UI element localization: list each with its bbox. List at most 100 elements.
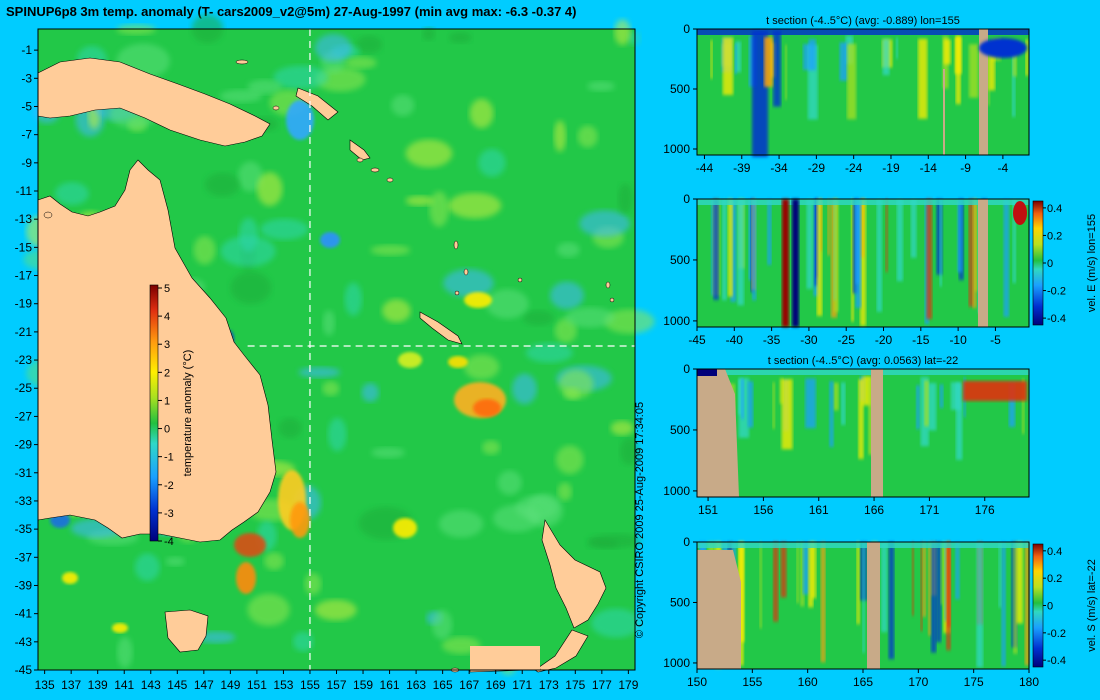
section-feature <box>1001 542 1006 667</box>
section-colorbar-tick-label: 0.4 <box>1047 546 1062 558</box>
section-feature <box>730 199 737 302</box>
map-eddy <box>62 572 78 584</box>
map-colorbar-ticks: 5 4 3 2 1 0 -1 -2 -3 -4 <box>158 283 174 548</box>
map-anomaly-blob <box>553 120 567 152</box>
map-eddy <box>320 232 340 248</box>
section-y-tick-label: 500 <box>670 82 690 96</box>
section-colorbar-tick-label: 0.4 <box>1047 203 1062 215</box>
section-x-tick-label: -34 <box>770 161 788 175</box>
section-feature <box>840 382 846 425</box>
section-feature <box>862 376 872 406</box>
map-lat-tick-label: -35 <box>15 522 33 536</box>
section-feature <box>738 542 745 643</box>
section-y-tick-label: 0 <box>683 535 690 549</box>
section-x-tick-label: 175 <box>964 675 984 689</box>
section-feature <box>926 199 933 320</box>
section-feature <box>968 44 979 98</box>
map-anomaly-blob <box>522 310 555 326</box>
section-colorbar-tick-label: -0.2 <box>1047 628 1066 640</box>
section-feature <box>955 35 961 105</box>
section-y-tick-label: 0 <box>683 22 690 36</box>
map-anomaly-blob <box>482 440 501 455</box>
section-colorbar-label: vel. E (m/s) lon=155 <box>1086 214 1098 312</box>
section-x-tick-label: 160 <box>798 675 818 689</box>
section-frame <box>696 368 1030 498</box>
map-anomaly-blob <box>117 636 133 668</box>
map-anomaly-blob <box>193 235 216 265</box>
section-feature <box>944 542 947 622</box>
map-lat-tick-label: -21 <box>15 325 33 339</box>
section-feature <box>773 542 779 622</box>
map-lat-tick-label: -23 <box>15 353 33 367</box>
map-anomaly-blob <box>497 470 522 495</box>
map-anomaly-blob <box>116 24 156 35</box>
section-jet-east <box>782 199 789 327</box>
section-feature <box>808 39 817 71</box>
section-feature <box>988 42 991 106</box>
section-warm-core <box>963 381 1027 401</box>
section-x-tick-label: -29 <box>808 161 826 175</box>
section-jet-west <box>792 199 799 327</box>
map-eddy <box>112 623 128 633</box>
map-anomaly-blob <box>304 572 322 595</box>
island <box>370 167 380 173</box>
section-x-tick-label: -45 <box>688 333 706 347</box>
section-feature <box>998 542 1002 608</box>
section-feature <box>876 199 882 312</box>
section-y-tick-label: 500 <box>670 423 690 437</box>
section-feature <box>940 542 943 605</box>
section-x-tick-label: -4 <box>998 161 1009 175</box>
section-warm-band <box>764 37 773 87</box>
map-anomaly-blob <box>54 182 89 206</box>
land-new-britain <box>295 87 339 121</box>
section-feature <box>839 42 849 81</box>
section-feature <box>827 199 831 256</box>
section-feature <box>806 199 813 289</box>
map-lat-tick-label: -45 <box>15 663 33 677</box>
map-anomaly-blob <box>432 610 453 640</box>
section-feature <box>846 43 857 120</box>
section-x-tick-label: 161 <box>809 503 829 517</box>
land-new-guinea <box>37 57 271 147</box>
section-y-tick-label: 1000 <box>663 484 690 498</box>
section-land <box>697 550 741 669</box>
map-anomaly-blob <box>579 210 631 237</box>
section-feature <box>922 542 926 617</box>
map-anomaly-blob <box>314 599 357 621</box>
section-colorbar-label: vel. S (m/s) lat=-22 <box>1086 559 1098 652</box>
section-feature <box>713 199 719 300</box>
map-anomaly-blob <box>469 98 494 129</box>
section-feature <box>943 39 951 65</box>
section-feature <box>927 383 937 431</box>
map-anomaly-blob <box>230 271 272 305</box>
map-eddy <box>236 562 256 594</box>
section-surface-layer <box>697 199 1029 205</box>
section-feature <box>860 199 866 327</box>
land-new-caledonia <box>419 311 463 345</box>
map-colorbar-tick-label: -2 <box>164 480 174 492</box>
map-anomaly-blob <box>197 631 236 644</box>
section-feature <box>807 44 818 120</box>
section-colorbar-tick-label: 0 <box>1047 258 1053 270</box>
section-feature <box>721 199 727 301</box>
map-anomaly-blob <box>322 310 335 336</box>
section-y-tick-label: 1000 <box>663 142 690 156</box>
land-new-zealand-north <box>541 519 607 629</box>
section-feature <box>1016 542 1023 624</box>
map-lat-tick-label: -25 <box>15 381 33 395</box>
map-anomaly-blob <box>443 269 494 298</box>
map-anomaly-blob <box>619 437 639 465</box>
map-anomaly-blob <box>485 289 529 319</box>
map-anomaly-blob <box>617 183 633 214</box>
map-anomaly-blob <box>588 533 642 549</box>
map-anomaly-blob <box>314 67 366 92</box>
map-anomaly-blob <box>558 369 594 399</box>
map-eddy <box>286 100 314 140</box>
map-colorbar-label: temperature anomaly (°C) <box>182 350 194 477</box>
section-x-tick-label: 150 <box>687 675 707 689</box>
map-eddy <box>448 356 468 368</box>
map-anomaly-blob <box>370 244 411 256</box>
section-feature <box>928 542 931 636</box>
section-feature <box>939 199 943 287</box>
